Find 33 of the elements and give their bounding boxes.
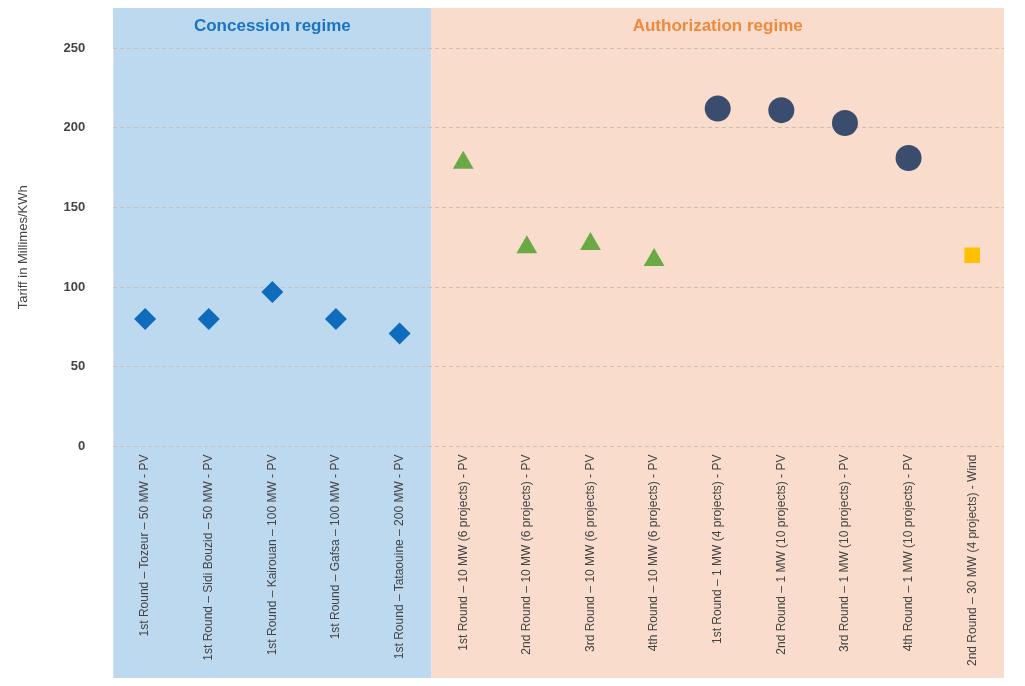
y-tick-label: 100 — [63, 278, 86, 294]
y-tick-label: 200 — [63, 119, 86, 135]
band-label: Authorization regime — [632, 15, 803, 35]
x-tick-label: 1st Round – 1 MW (4 projects) - PV — [710, 454, 725, 644]
x-tick-label: 3rd Round – 1 MW (10 projects) - PV — [837, 454, 852, 652]
point — [134, 308, 157, 331]
point — [261, 280, 284, 303]
x-tick-label: 1st Round – Tataouine – 200 MW - PV — [391, 454, 406, 660]
x-tick-label: 2nd Round – 30 MW (4 projects) - Wind — [964, 454, 979, 666]
x-tick-label: 4th Round – 10 MW (6 projects) - PV — [646, 454, 661, 652]
band-label: Concession regime — [193, 15, 351, 35]
point — [704, 95, 731, 122]
x-tick-label: 1st Round – Gafsa – 100 MW - PV — [328, 454, 343, 640]
x-tick-label: 4th Round – 1 MW (10 projects) - PV — [900, 454, 915, 652]
point — [388, 322, 411, 345]
x-tick-label: 1st Round – Sidi Bouzid – 50 MW - PV — [201, 454, 216, 661]
x-tick-label: 2nd Round – 10 MW (6 projects) - PV — [519, 454, 534, 655]
x-tick-label: 1st Round – 10 MW (6 projects) - PV — [455, 454, 470, 651]
point — [324, 308, 347, 331]
y-tick-label: 0 — [78, 438, 86, 454]
x-tick-label: 1st Round – Kairouan – 100 MW - PV — [264, 454, 279, 656]
point — [197, 308, 220, 331]
point — [964, 247, 980, 264]
x-tick-label: 2nd Round – 1 MW (10 projects) - PV — [773, 454, 788, 655]
x-tick-label: 3rd Round – 10 MW (6 projects) - PV — [582, 454, 597, 652]
y-tick-label: 150 — [63, 199, 86, 215]
y-tick-label: 250 — [63, 39, 86, 55]
y-axis-title: Tariff in Millimes/KWh — [15, 185, 31, 310]
y-tick-label: 50 — [70, 358, 86, 374]
point — [895, 145, 922, 172]
point — [768, 97, 795, 124]
point — [831, 109, 858, 136]
x-tick-label: 1st Round – Tozeur – 50 MW - PV — [137, 454, 152, 637]
